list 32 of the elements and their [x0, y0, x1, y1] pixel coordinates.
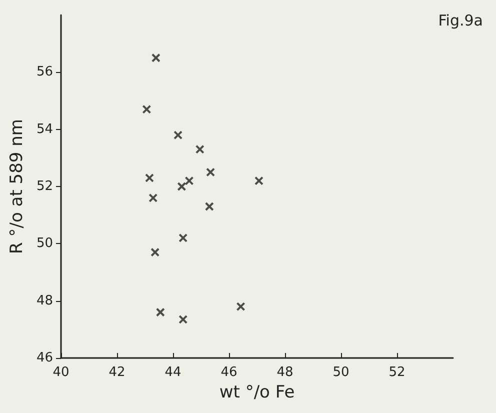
point — [178, 233, 188, 242]
y-tick-label: 56 — [36, 64, 53, 80]
y-tick-label: 52 — [36, 179, 53, 194]
x-tick-label: 42 — [108, 365, 126, 380]
point — [184, 176, 194, 186]
point — [174, 130, 183, 140]
x-tick-label: 40 — [52, 365, 70, 380]
x-tick-label: 52 — [388, 365, 406, 380]
point — [254, 176, 264, 186]
y-tick-label: 46 — [36, 350, 53, 366]
point — [151, 53, 160, 62]
point — [148, 193, 158, 202]
x-tick-label: 44 — [164, 365, 182, 380]
chart-title: Fig.9a — [438, 12, 484, 30]
x-tick-label: 50 — [332, 365, 350, 380]
x-tick-label: 48 — [276, 365, 294, 380]
point — [195, 144, 204, 154]
x-tick-label: 46 — [220, 365, 238, 380]
point — [177, 182, 186, 191]
point — [204, 202, 214, 212]
y-tick-label: 48 — [36, 293, 53, 308]
point — [150, 248, 160, 257]
y-axis-title: R °/o at 589 nm — [7, 119, 28, 254]
y-tick-label: 50 — [36, 236, 53, 252]
point — [144, 173, 154, 182]
point — [236, 302, 246, 312]
y-tick-label: 54 — [36, 122, 53, 137]
point — [206, 168, 216, 177]
point — [178, 314, 188, 324]
point — [142, 104, 152, 114]
point — [156, 308, 165, 317]
x-axis-title: wt °/o Fe — [219, 382, 295, 402]
